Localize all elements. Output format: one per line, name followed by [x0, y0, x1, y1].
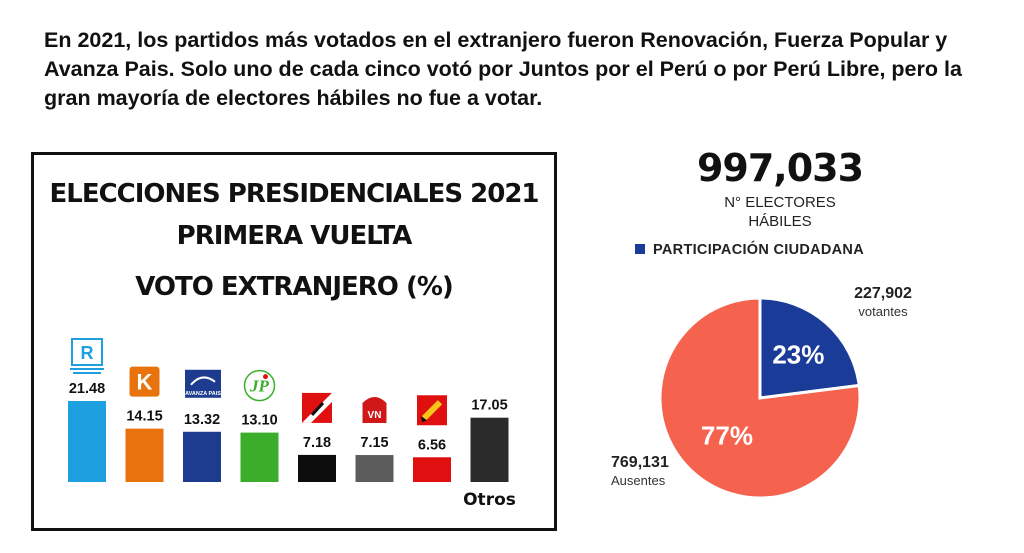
bar-chart-title-line-2: PRIMERA VUELTA — [176, 221, 413, 251]
pie-pct-label: 77% — [701, 421, 753, 451]
juntos-por-el-peru-logo-icon: JP — [243, 369, 276, 402]
bar-value-label: 7.18 — [303, 435, 331, 451]
bar — [470, 417, 509, 482]
peru-libre-logo-pencil — [310, 401, 325, 416]
pie-slice-ausentes — [658, 296, 862, 500]
bar-chart-title-line-3: VOTO EXTRANJERO (%) — [135, 272, 454, 302]
category-label: Otros — [463, 490, 516, 510]
bar-value-label: 6.56 — [418, 437, 446, 453]
bar — [125, 428, 164, 482]
podemos-logo-pencil-tip — [421, 416, 427, 423]
victoria-nacional-logo-icon: VN — [362, 397, 387, 424]
victoria-logo-letters: VN — [368, 410, 382, 421]
ausentes-label: Ausentes — [611, 473, 666, 488]
podemos-logo-pencil — [421, 400, 443, 421]
fuerza-logo-letter: K — [137, 370, 153, 395]
bar-value-label: 17.05 — [471, 398, 507, 414]
bar — [240, 432, 279, 482]
bar-value-label: 13.10 — [241, 413, 277, 429]
renovacion-popular-logo-icon: R — [70, 338, 104, 374]
renovacion-logo-line — [73, 372, 101, 374]
pie-pct-label: 23% — [772, 339, 824, 369]
bar-value-label: 21.48 — [69, 381, 105, 397]
bar-value-label: 14.15 — [126, 409, 162, 425]
peru-libre-logo-stripe — [302, 392, 332, 423]
pie-slice-votantes — [758, 296, 861, 400]
bar-value-label: 7.15 — [360, 435, 388, 451]
participation-panel: 997,033 N° ELECTORES HÁBILES PARTICIPACI… — [580, 140, 1000, 540]
renovacion-logo-box — [71, 338, 103, 366]
bar-chart-panel: ELECCIONES PRESIDENCIALES 2021 PRIMERA V… — [31, 152, 557, 531]
bar — [355, 455, 394, 482]
electores-label-line-2: HÁBILES — [748, 213, 812, 230]
fuerza-logo-box — [129, 366, 160, 397]
pie-chart-svg: 23% 77% 227,902 votantes 769,131 Ausentes — [611, 285, 912, 500]
legend-swatch — [635, 244, 645, 254]
legend-label: PARTICIPACIÓN CIUDADANA — [653, 242, 864, 258]
avanza-logo-text: AVANZA PAIS — [185, 391, 221, 397]
votantes-label: votantes — [858, 304, 908, 319]
bar — [183, 431, 221, 482]
bar-value-label: 13.32 — [184, 412, 220, 428]
fuerza-popular-logo-icon: K — [129, 366, 160, 397]
juntos-logo-dot — [263, 374, 268, 380]
electores-label-line-1: N° ELECTORES — [724, 194, 836, 211]
renovacion-logo-letter: R — [81, 343, 94, 363]
total-electores: 997,033 — [696, 146, 864, 190]
bar-chart-svg: 21.48 R 14.15 K 13.32 AVANZA PAIS 13.10 JP 7.18 7… — [68, 338, 516, 510]
avanza-logo-swoosh — [190, 376, 216, 386]
bar-chart-title-line-1: ELECCIONES PRESIDENCIALES 2021 — [49, 179, 539, 209]
ausentes-count: 769,131 — [611, 454, 669, 471]
avanza-pais-logo-icon: AVANZA PAIS — [185, 369, 221, 398]
victoria-logo-bell — [362, 397, 387, 424]
podemos-peru-logo-icon — [417, 395, 447, 426]
bar — [68, 401, 106, 482]
peru-libre-logo-icon — [302, 392, 332, 423]
juntos-logo-letters: JP — [249, 377, 270, 396]
headline: En 2021, los partidos más votados en el … — [44, 28, 962, 110]
bar — [298, 454, 336, 482]
renovacion-logo-line — [70, 368, 104, 370]
pie-legend: PARTICIPACIÓN CIUDADANA — [635, 242, 864, 258]
votantes-count: 227,902 — [854, 285, 912, 302]
bar — [413, 457, 451, 482]
